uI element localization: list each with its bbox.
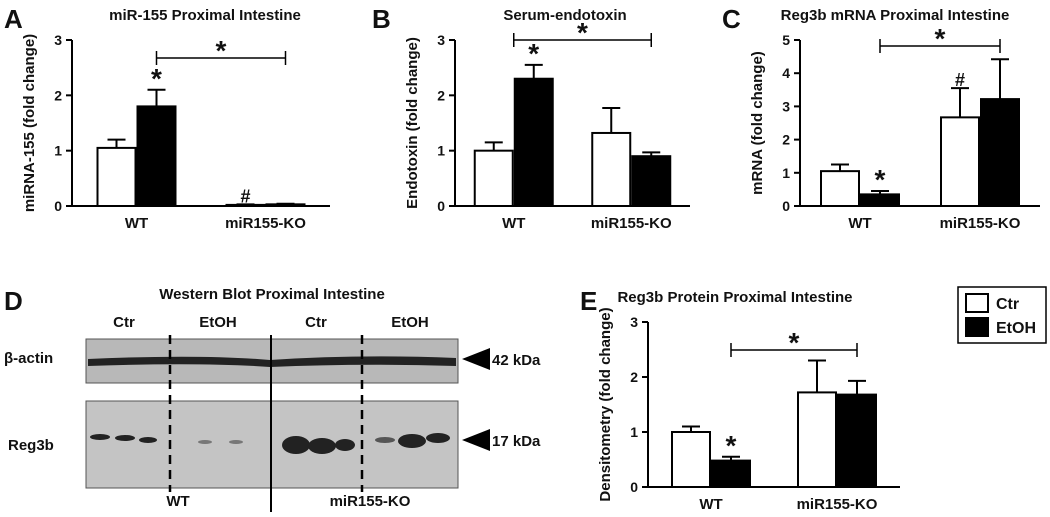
x-tick-label: miR155-KO	[797, 496, 878, 512]
x-tick-label: WT	[699, 496, 722, 512]
y-tick-label: 0	[782, 198, 790, 214]
lane-label: Ctr	[113, 314, 135, 331]
western-blot: D Western Blot Proximal Intestine Ctr Et…	[4, 286, 541, 512]
y-tick-label: 1	[54, 143, 62, 159]
significance-mark: *	[577, 17, 588, 48]
x-tick-label: WT	[125, 215, 148, 232]
bar	[473, 149, 514, 208]
blot-title: Western Blot Proximal Intestine	[159, 286, 385, 303]
x-tick-label: miR155-KO	[940, 215, 1021, 232]
panel-letter: E	[580, 286, 597, 316]
legend-label: Ctr	[996, 296, 1019, 313]
y-tick-label: 5	[782, 32, 790, 48]
panel-letter: D	[4, 286, 23, 316]
panel-letter: A	[4, 4, 23, 34]
y-axis-label: miRNA-155 (fold change)	[21, 34, 38, 212]
row-label: Reg3b	[8, 437, 54, 454]
chart-title: miR-155 Proximal Intestine	[109, 7, 301, 24]
row-label: β-actin	[4, 350, 53, 367]
y-tick-label: 1	[437, 143, 445, 159]
chart-title: Reg3b Protein Proximal Intestine	[617, 289, 852, 306]
significance-mark: *	[726, 430, 737, 461]
x-tick-label: WT	[848, 215, 871, 232]
y-tick-label: 3	[630, 314, 638, 330]
size-label: 42 kDa	[492, 352, 541, 369]
bar	[136, 105, 177, 207]
y-axis-label: Endotoxin (fold change)	[404, 37, 421, 209]
legend-swatch	[965, 317, 989, 337]
y-tick-label: 0	[54, 198, 62, 214]
bar	[631, 155, 672, 207]
legend-label: EtOH	[996, 320, 1036, 337]
significance-mark: *	[151, 63, 162, 94]
y-tick-label: 2	[437, 87, 445, 103]
y-tick-label: 2	[54, 87, 62, 103]
arrow	[462, 348, 490, 370]
legend-swatch	[965, 293, 989, 313]
group-label: WT	[166, 493, 189, 510]
significance-mark: #	[955, 70, 965, 90]
y-tick-label: 0	[437, 198, 445, 214]
chart-title: Reg3b mRNA Proximal Intestine	[781, 7, 1010, 24]
chart-title: Serum-endotoxin	[503, 7, 626, 24]
bar	[711, 459, 751, 489]
significance-mark: *	[789, 327, 800, 358]
group-label: miR155-KO	[330, 493, 411, 510]
bar	[513, 77, 554, 207]
lane-label: EtOH	[199, 314, 237, 331]
size-label: 17 kDa	[492, 433, 541, 450]
significance-mark: *	[935, 23, 946, 54]
y-tick-label: 2	[782, 132, 790, 148]
bar	[860, 193, 900, 208]
lane-label: Ctr	[305, 314, 327, 331]
y-axis-label: Densitometry (fold change)	[597, 307, 614, 501]
bar	[265, 203, 306, 207]
y-tick-label: 3	[782, 98, 790, 114]
bar	[671, 431, 711, 488]
bar	[797, 391, 837, 488]
significance-mark: *	[216, 35, 227, 66]
lane-label: EtOH	[391, 314, 429, 331]
bar	[980, 98, 1020, 207]
bar	[96, 146, 137, 207]
y-tick-label: 1	[630, 424, 638, 440]
x-tick-label: WT	[502, 215, 525, 232]
significance-mark: *	[875, 164, 886, 195]
significance-mark: #	[240, 186, 250, 206]
blot-bands	[90, 433, 450, 454]
arrow	[462, 429, 490, 451]
y-tick-label: 2	[630, 369, 638, 385]
bar	[225, 203, 266, 207]
bar	[820, 170, 860, 207]
y-tick-label: 0	[630, 479, 638, 495]
panel-letter: C	[722, 4, 741, 34]
y-tick-label: 4	[782, 65, 790, 81]
legend: Ctr EtOH	[957, 286, 1047, 344]
y-tick-label: 1	[782, 165, 790, 181]
panel-letter: B	[372, 4, 391, 34]
bar	[837, 393, 877, 489]
significance-mark: *	[528, 38, 539, 69]
y-tick-label: 3	[437, 32, 445, 48]
bar	[940, 116, 980, 207]
y-axis-label: mRNA (fold change)	[749, 51, 766, 195]
x-tick-label: miR155-KO	[225, 215, 306, 232]
x-tick-label: miR155-KO	[591, 215, 672, 232]
y-tick-label: 3	[54, 32, 62, 48]
bar	[591, 131, 632, 208]
